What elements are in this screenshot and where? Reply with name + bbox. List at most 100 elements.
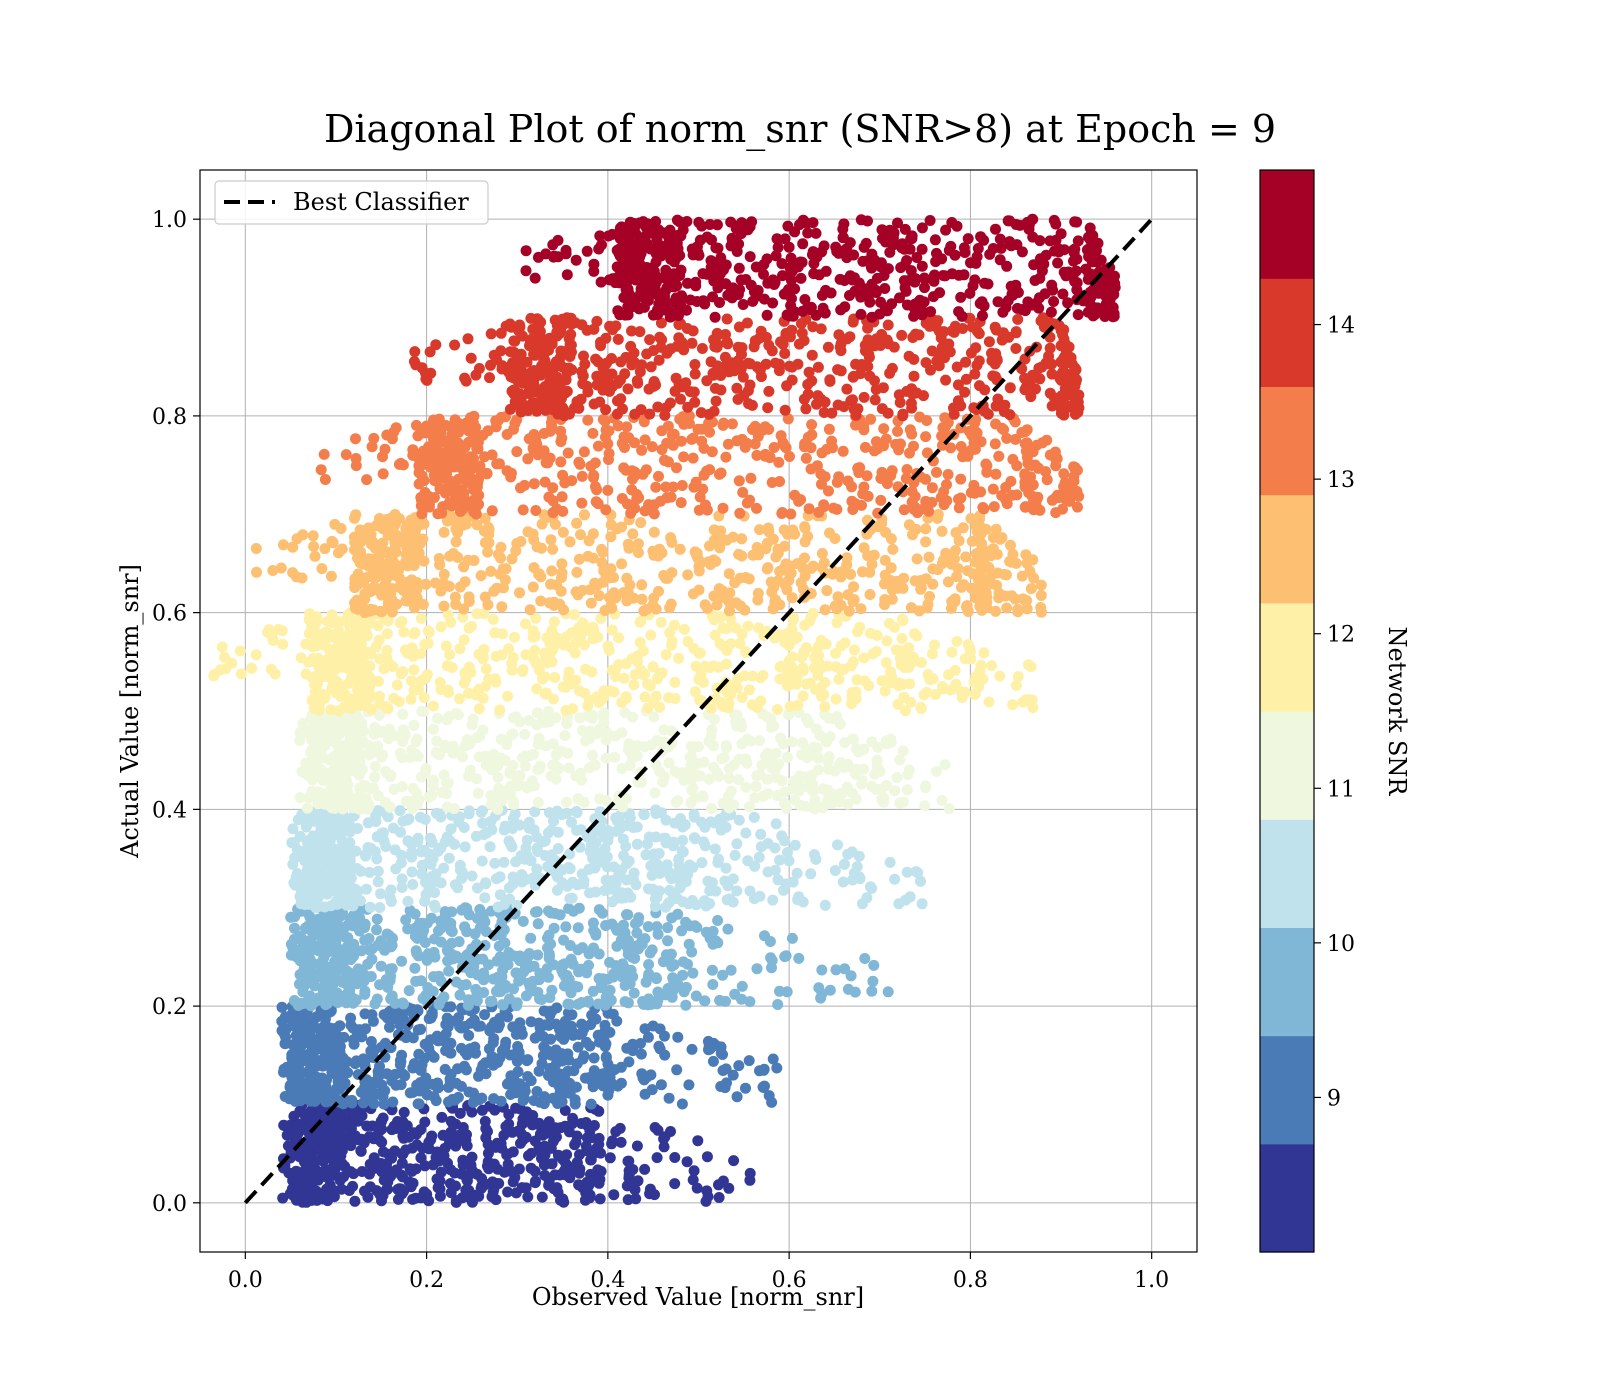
- scatter-point: [779, 540, 791, 552]
- scatter-point: [951, 571, 963, 583]
- scatter-point: [510, 856, 522, 868]
- scatter-point: [557, 505, 569, 517]
- scatter-point: [721, 742, 732, 754]
- scatter-point: [564, 1028, 576, 1040]
- scatter-point: [720, 995, 731, 1007]
- scatter-point: [722, 923, 734, 935]
- scatter-point: [991, 548, 1003, 560]
- scatter-point: [519, 1085, 531, 1097]
- scatter-point: [688, 1165, 700, 1177]
- scatter-point: [484, 841, 496, 853]
- scatter-point: [378, 1174, 390, 1186]
- scatter-point: [880, 735, 892, 747]
- scatter-point: [815, 992, 827, 1004]
- scatter-point: [782, 528, 794, 540]
- scatter-point: [774, 476, 786, 487]
- scatter-point: [445, 1126, 457, 1138]
- scatter-point: [837, 876, 849, 888]
- scatter-point: [387, 522, 399, 534]
- scatter-point: [794, 799, 806, 811]
- scatter-point: [532, 949, 544, 961]
- scatter-point: [845, 568, 857, 580]
- scatter-point: [461, 734, 473, 746]
- scatter-point: [595, 856, 607, 868]
- scatter-point: [778, 884, 789, 896]
- scatter-point: [355, 865, 367, 877]
- scatter-point: [571, 824, 583, 836]
- scatter-point: [355, 697, 367, 709]
- scatter-point: [357, 1053, 369, 1065]
- scatter-point: [277, 638, 289, 650]
- scatter-point: [770, 818, 782, 830]
- scatter-point: [669, 1152, 681, 1163]
- scatter-point: [335, 724, 347, 736]
- scatter-point: [618, 462, 630, 474]
- scatter-point: [977, 502, 989, 513]
- scatter-point: [523, 816, 535, 828]
- scatter-point: [813, 982, 825, 994]
- scatter-point: [898, 572, 910, 584]
- scatter-point: [868, 959, 880, 971]
- scatter-point: [676, 867, 688, 879]
- scatter-point: [463, 1156, 475, 1167]
- scatter-point: [841, 552, 853, 564]
- scatter-point: [677, 956, 689, 968]
- scatter-point: [697, 791, 709, 803]
- scatter-point: [353, 554, 365, 566]
- scatter-point: [430, 747, 442, 759]
- scatter-point: [683, 1079, 695, 1091]
- scatter-point: [481, 827, 493, 839]
- scatter-point: [475, 806, 487, 818]
- scatter-point: [767, 894, 779, 906]
- scatter-point: [345, 702, 357, 714]
- scatter-point: [693, 565, 705, 577]
- scatter-point: [561, 717, 573, 729]
- scatter-point: [953, 502, 965, 514]
- scatter-point: [898, 691, 910, 703]
- scatter-point: [675, 497, 687, 509]
- scatter-point: [491, 873, 502, 885]
- scatter-point: [600, 874, 612, 886]
- scatter-point: [335, 1172, 347, 1184]
- scatter-point: [586, 749, 598, 761]
- scatter-point: [658, 736, 670, 748]
- scatter-point: [486, 764, 498, 776]
- scatter-point: [641, 603, 653, 615]
- scatter-point: [546, 1005, 558, 1017]
- scatter-point: [833, 673, 845, 685]
- scatter-point: [491, 955, 503, 967]
- scatter-point: [648, 549, 660, 561]
- scatter-point: [644, 1188, 656, 1200]
- scatter-point: [300, 1196, 312, 1208]
- scatter-point: [629, 952, 641, 964]
- scatter-point: [482, 546, 494, 558]
- scatter-point: [889, 785, 901, 797]
- scatter-point: [446, 948, 458, 960]
- scatter-point: [547, 644, 559, 656]
- scatter-point: [733, 774, 745, 786]
- scatter-point: [359, 922, 370, 933]
- scatter-point: [749, 792, 761, 804]
- scatter-point: [950, 527, 962, 539]
- scatter-point: [592, 631, 604, 643]
- scatter-point: [408, 628, 420, 640]
- scatter-point: [705, 816, 717, 828]
- scatter-point: [445, 823, 457, 835]
- scatter-point: [818, 499, 830, 511]
- scatter-point: [853, 746, 865, 758]
- scatter-point: [473, 703, 485, 715]
- scatter-point: [445, 616, 457, 628]
- scatter-point: [360, 1023, 371, 1035]
- scatter-point: [564, 999, 576, 1010]
- scatter-point: [442, 940, 454, 952]
- scatter-point: [598, 565, 610, 577]
- scatter-point: [494, 704, 506, 716]
- scatter-point: [347, 1022, 359, 1034]
- scatter-point: [617, 833, 629, 845]
- scatter-point: [559, 1074, 571, 1086]
- scatter-point: [550, 1131, 562, 1143]
- scatter-point: [317, 752, 329, 764]
- scatter-point: [653, 585, 664, 597]
- scatter-point: [309, 694, 321, 705]
- scatter-point: [662, 935, 674, 947]
